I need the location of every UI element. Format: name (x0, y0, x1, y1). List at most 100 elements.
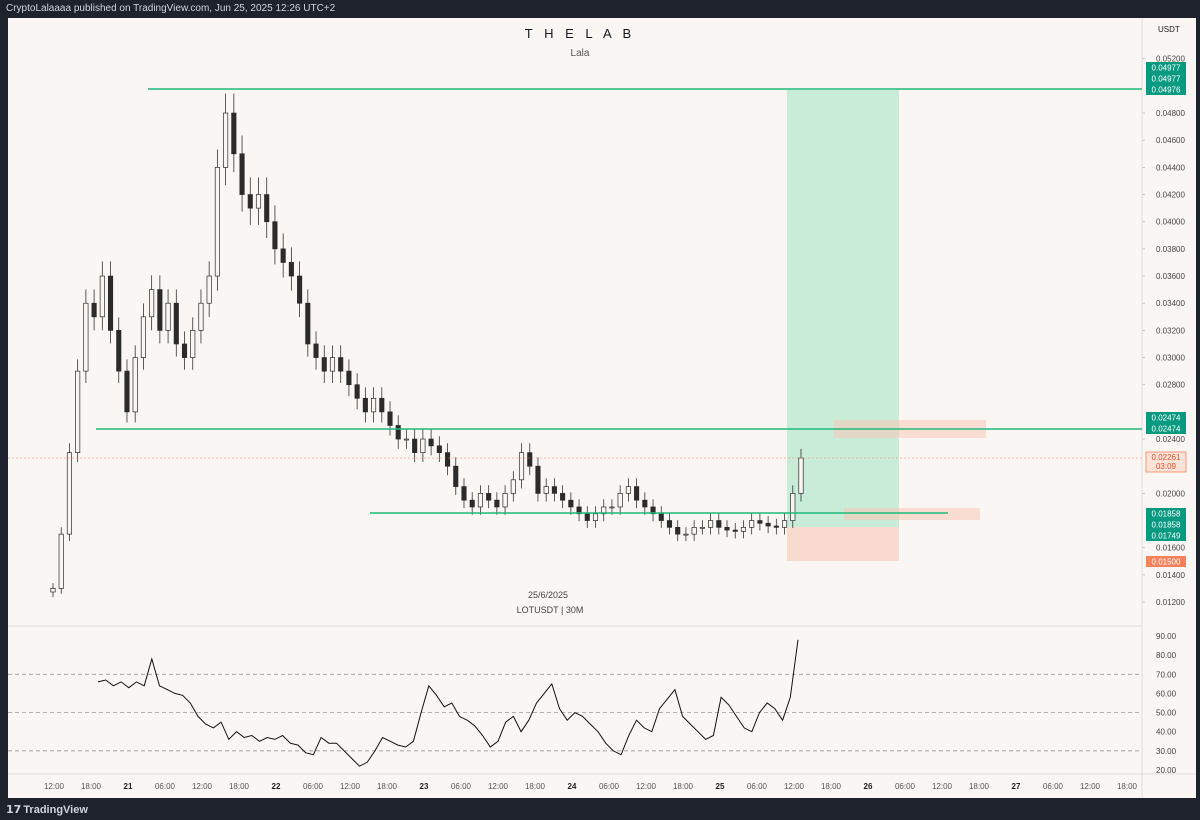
chart-canvas[interactable]: T H E L A B Lala 25/6/2025 LOTUSDT | 30M… (8, 18, 1196, 798)
price-tick-label: 0.01200 (1156, 598, 1185, 607)
time-tick-label: 18:00 (969, 782, 990, 791)
time-tick-label: 24 (568, 782, 577, 791)
price-tick-label: 0.03400 (1156, 299, 1185, 308)
time-axis[interactable]: 12:00 18:00 21 06:00 12:00 18:00 22 06:00 12:00 1… (44, 782, 1138, 791)
candle-up (625, 486, 631, 494)
candle-up (740, 526, 747, 532)
candle-down (321, 357, 327, 372)
price-tick-label: 0.02800 (1156, 381, 1185, 390)
time-tick-label: 06:00 (451, 782, 472, 791)
currency-label: USDT (1158, 25, 1180, 34)
candle-down (675, 526, 681, 535)
candle-down (412, 438, 418, 453)
candle-up (83, 302, 89, 372)
candle-up (214, 167, 220, 277)
time-tick-label: 21 (124, 782, 133, 791)
candle-up (749, 520, 755, 528)
price-tick-label: 0.04200 (1156, 191, 1185, 200)
badge-level-1 (1146, 412, 1186, 423)
price-axis[interactable]: 0.05200 0.04800 0.04600 0.04400 0.04200 0.040… (1142, 55, 1185, 607)
rsi-tick-label: 20.00 (1156, 766, 1177, 775)
candle-down (272, 221, 278, 250)
candle-up (510, 479, 516, 494)
price-tick-label: 0.04400 (1156, 163, 1185, 172)
badge-level-2 (1146, 423, 1186, 434)
time-tick-label: 06:00 (155, 782, 176, 791)
badge-entry-1-text: 0.01858 (1152, 510, 1181, 519)
badge-stop (1146, 556, 1186, 567)
candle-down (773, 525, 779, 528)
badge-tp-2-text: 0.04977 (1152, 75, 1181, 84)
chart-svg[interactable]: T H E L A B Lala 25/6/2025 LOTUSDT | 30M… (8, 18, 1196, 798)
candle-down (297, 275, 303, 304)
candle-up (403, 438, 410, 441)
badge-tp-3 (1146, 84, 1186, 95)
candle-down (444, 452, 451, 467)
price-badges: 0.04977 0.04977 0.04976 0.02474 0.02474 … (1145, 62, 1187, 567)
candle-up (543, 486, 549, 494)
badge-entry-3-text: 0.01749 (1152, 532, 1181, 541)
price-tick-label: 0.05200 (1156, 55, 1185, 64)
candle-down (551, 486, 557, 494)
time-tick-label: 25 (716, 782, 725, 791)
candle-up (699, 526, 705, 529)
time-tick-label: 27 (1012, 782, 1021, 791)
rsi-tick-label: 40.00 (1156, 728, 1177, 737)
candle-down (436, 445, 442, 453)
candle-down (658, 513, 664, 521)
price-tick-label: 0.04800 (1156, 109, 1185, 118)
rsi-tick-label: 70.00 (1156, 670, 1177, 679)
loss-zone[interactable] (787, 527, 899, 561)
candle-up (683, 533, 689, 536)
candle-down (338, 357, 344, 372)
time-tick-label: 12:00 (636, 782, 657, 791)
time-tick-label: 26 (864, 782, 873, 791)
time-tick-label: 06:00 (303, 782, 324, 791)
tradingview-logo[interactable]: 17 TradingView (6, 803, 88, 816)
candle-up (708, 520, 714, 528)
candle-down (724, 526, 730, 531)
badge-current-price (1145, 451, 1187, 473)
candle-down (494, 499, 500, 508)
candle-up (99, 275, 105, 318)
candle-down (173, 302, 179, 345)
badge-countdown-text: 03:09 (1156, 462, 1177, 471)
rsi-axis[interactable]: 90.00 80.00 70.00 60.00 50.00 40.00 30.00 20.00 (1156, 632, 1177, 775)
candle-down (379, 397, 385, 413)
profit-zone[interactable] (787, 90, 899, 527)
candle-down (666, 520, 673, 528)
candle-down (469, 499, 475, 508)
candle-up (58, 533, 64, 589)
rsi-tick-label: 90.00 (1156, 632, 1177, 641)
time-tick-label: 12:00 (784, 782, 805, 791)
candle-down (428, 438, 434, 447)
badge-tp-1-text: 0.04977 (1152, 64, 1181, 73)
candle-up (223, 112, 229, 168)
candle-down (732, 529, 738, 532)
rsi-line (97, 639, 799, 767)
price-tick-label: 0.04000 (1156, 218, 1185, 227)
time-tick-label: 23 (420, 782, 429, 791)
chart-subtitle: Lala (571, 48, 590, 59)
time-tick-label: 12:00 (44, 782, 65, 791)
time-tick-label: 18:00 (229, 782, 250, 791)
tradingview-logo-text: TradingView (23, 804, 88, 816)
candle-down (354, 384, 360, 399)
candle-down (181, 343, 188, 358)
price-tick-label: 0.03200 (1156, 326, 1185, 335)
watermark-symbol: LOTUSDT | 30M (517, 605, 584, 615)
badge-level-2-text: 0.02474 (1152, 425, 1181, 434)
candle-down (634, 486, 640, 501)
candle-down (157, 289, 163, 331)
candle-down (239, 153, 245, 195)
candle-up (371, 397, 377, 413)
candle-down (527, 452, 533, 467)
candle-up (782, 520, 788, 528)
support-box[interactable] (844, 508, 980, 520)
candle-down (280, 248, 286, 263)
price-tick-label: 0.01600 (1156, 544, 1185, 553)
rsi-tick-label: 80.00 (1156, 651, 1177, 660)
price-tick-label: 0.01400 (1156, 571, 1185, 580)
time-tick-label: 06:00 (599, 782, 620, 791)
candle-up (691, 526, 697, 535)
